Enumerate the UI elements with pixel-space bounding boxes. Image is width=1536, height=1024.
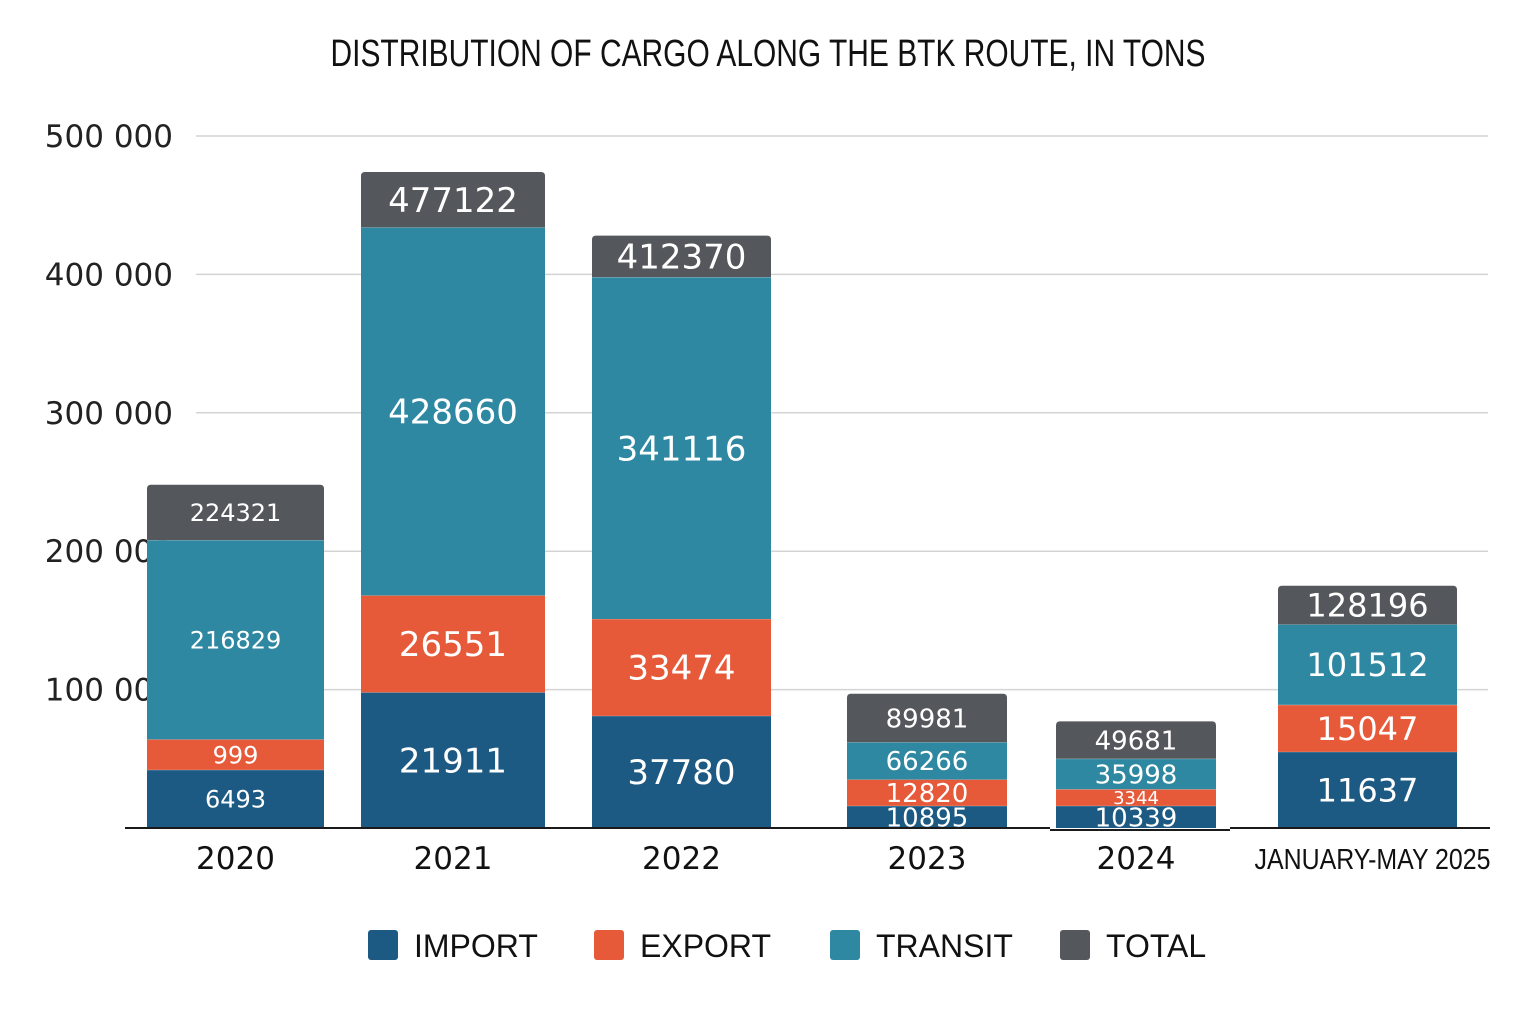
data-label: 3344: [1113, 788, 1159, 809]
data-label: 26551: [399, 625, 507, 665]
legend-label: IMPORT: [414, 928, 538, 964]
data-label: 999: [213, 741, 259, 769]
data-label: 128196: [1306, 587, 1428, 625]
chart-title: DISTRIBUTION OF CARGO ALONG THE BTK ROUT…: [331, 33, 1206, 75]
bar-segment-transit: [1056, 758, 1216, 790]
legend-label: EXPORT: [640, 928, 771, 964]
data-label: 216829: [190, 626, 282, 654]
bar-segment-import: [1278, 751, 1457, 828]
data-label: 11637: [1317, 771, 1419, 809]
y-tick-label: 400 000: [45, 257, 173, 293]
bar-segment-export: [147, 739, 324, 770]
data-label: 12820: [886, 779, 969, 809]
legend-label: TOTAL: [1106, 928, 1206, 964]
data-label: 10339: [1095, 803, 1178, 833]
legend-item-transit: TRANSIT: [830, 928, 1013, 964]
bar-stack: 21911 26551 428660 477122: [361, 171, 545, 828]
bar-segment-export: [1278, 704, 1457, 752]
legend-item-export: EXPORT: [594, 928, 771, 964]
bar-segment-import: [147, 769, 324, 828]
bar-segment-total: [361, 171, 545, 228]
bar-segment-export: [1056, 789, 1216, 806]
data-label: 37780: [627, 753, 735, 793]
bar-stack: 37780 33474 341116 412370: [592, 235, 771, 828]
y-tick-label: 500 000: [45, 119, 173, 155]
bar-segment-total: [847, 693, 1007, 743]
data-label: 15047: [1317, 710, 1419, 748]
bar-segment-total: [1278, 585, 1457, 625]
data-label: 89981: [886, 704, 969, 734]
bar-segment-transit: [1278, 624, 1457, 705]
data-label: 6493: [205, 786, 266, 814]
bar-stack: 6493 999 216829 224321: [147, 484, 324, 828]
data-label: 35998: [1095, 760, 1178, 790]
bar-segment-transit: [361, 227, 545, 596]
x-tick-label: 2024: [1097, 841, 1176, 877]
bar-segment-import: [592, 715, 771, 828]
legend-swatch: [368, 930, 398, 960]
legend-item-total: TOTAL: [1060, 928, 1206, 964]
legend-swatch: [830, 930, 860, 960]
x-tick-label: JANUARY-MAY 2025: [1255, 844, 1491, 876]
legend-label: TRANSIT: [876, 928, 1013, 964]
data-label: 341116: [617, 429, 747, 469]
legend-swatch: [594, 930, 624, 960]
data-label: 101512: [1306, 646, 1428, 684]
data-label: 412370: [617, 238, 747, 278]
bar-segment-import: [361, 692, 545, 828]
data-label: 428660: [388, 393, 518, 433]
bar-segment-total: [1056, 721, 1216, 759]
legend-swatch: [1060, 930, 1090, 960]
bar-segment-import: [1056, 805, 1216, 828]
x-tick-label: 2023: [888, 841, 967, 877]
data-label: 477122: [388, 181, 518, 221]
data-label: 66266: [886, 747, 969, 777]
legend-item-import: IMPORT: [368, 928, 538, 964]
bar-segment-transit: [147, 540, 324, 740]
data-label: 49681: [1095, 726, 1178, 756]
bar-segment-export: [361, 595, 545, 693]
bar-segment-export: [592, 619, 771, 716]
bar-segment-total: [147, 484, 324, 541]
bar-segment-export: [847, 779, 1007, 806]
legend: IMPORT EXPORT TRANSIT TOTAL: [368, 928, 1206, 964]
bar-segment-total: [592, 235, 771, 278]
data-label: 33474: [627, 649, 735, 689]
data-label: 21911: [399, 741, 507, 781]
x-tick-label: 2021: [414, 841, 493, 877]
bar-segment-transit: [592, 277, 771, 620]
bar-stack: 11637 15047 101512 128196: [1278, 585, 1457, 828]
bar-segment-transit: [847, 742, 1007, 780]
x-axis: 2020 2021 2022 2023 2024 JANUARY-MAY 2025: [125, 827, 1491, 877]
x-tick-label: 2022: [642, 841, 721, 877]
bar-segment-import: [847, 805, 1007, 828]
y-tick-label: 300 000: [45, 396, 173, 432]
bar-layer: 6493 999 216829 224321 21911 26551 428660 47712…: [147, 171, 1457, 833]
x-tick-label: 2020: [196, 841, 275, 877]
data-label: 224321: [190, 499, 282, 527]
